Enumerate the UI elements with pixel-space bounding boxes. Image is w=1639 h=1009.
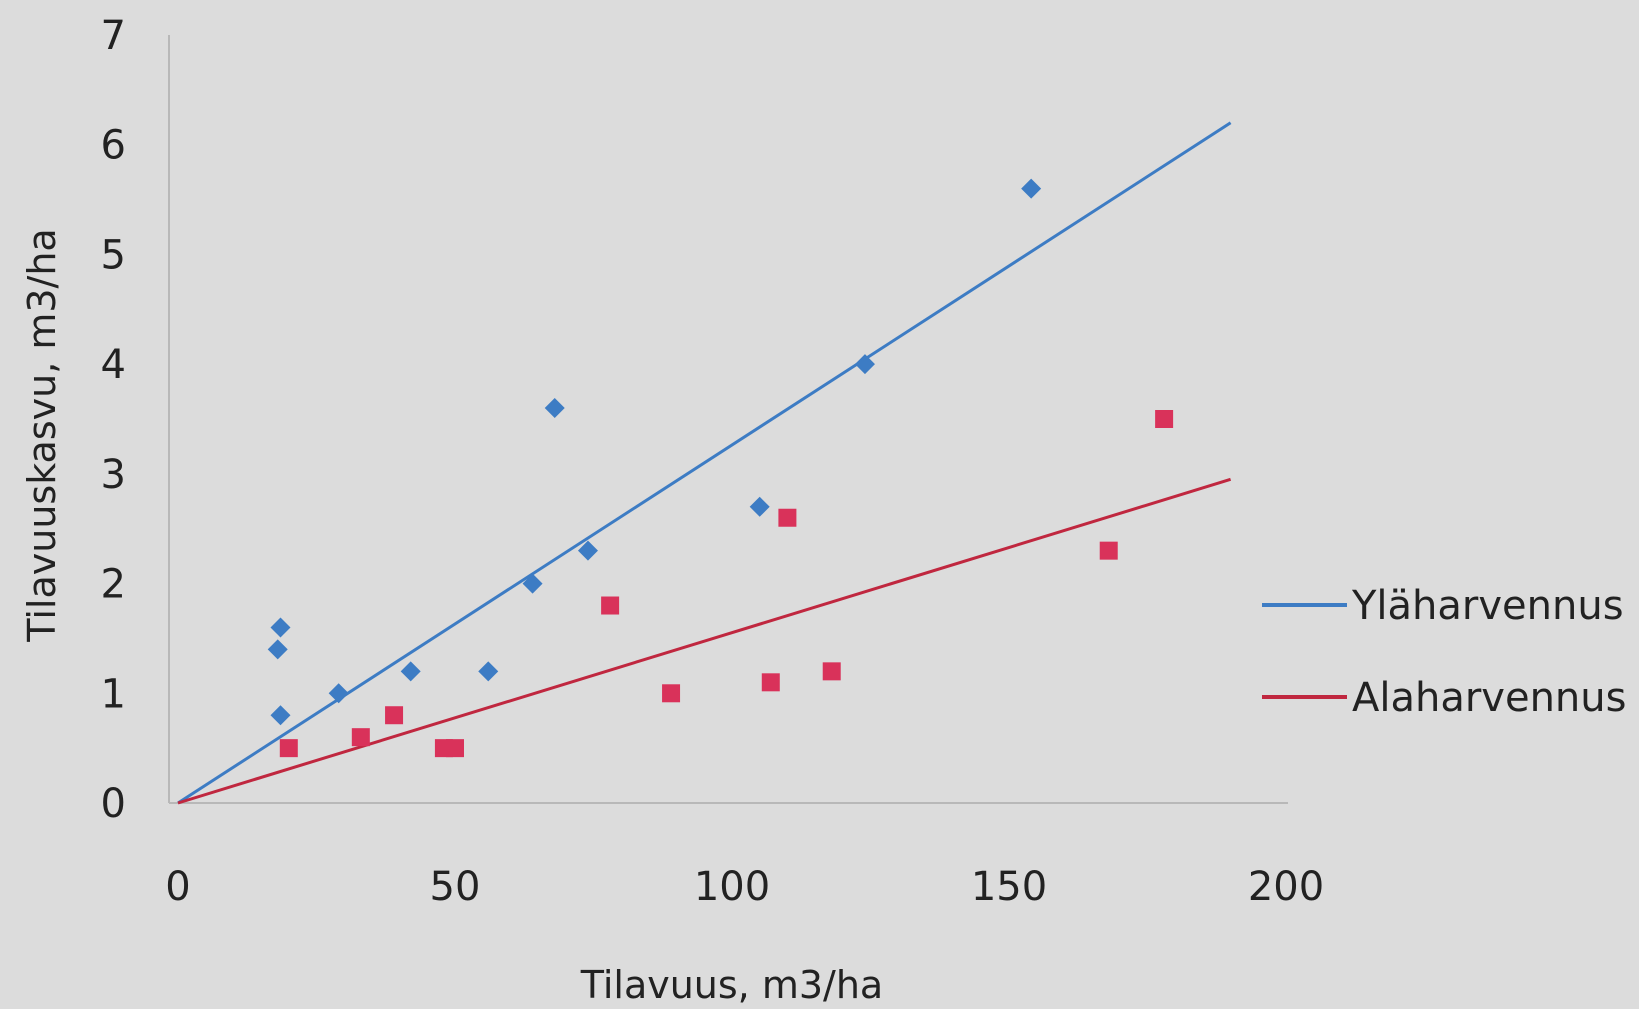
data-point-ylaharvennus (270, 617, 291, 638)
legend-label-alaharvennus: Alaharvennus (1352, 675, 1626, 721)
data-point-alaharvennus (1155, 410, 1174, 428)
trendline-alaharvennus (177, 477, 1232, 805)
y-tick-label: 1 (101, 671, 126, 717)
x-axis-title: Tilavuus, m3/ha (580, 963, 883, 1007)
y-tick-label: 6 (101, 123, 126, 169)
y-tick-label: 0 (101, 781, 126, 827)
data-point-alaharvennus (778, 508, 797, 527)
legend-item-alaharvennus: Alaharvennus (1262, 675, 1626, 721)
data-point-alaharvennus (761, 673, 780, 692)
y-tick-label: 4 (101, 342, 126, 388)
data-point-ylaharvennus (577, 540, 598, 561)
y-tick-label: 2 (101, 562, 126, 608)
data-point-ylaharvennus (478, 661, 499, 682)
y-axis-title: Tilavuuskasvu, m3/ha (20, 228, 64, 642)
x-tick-label: 100 (694, 864, 770, 910)
data-point-alaharvennus (279, 739, 298, 758)
chart-axes (168, 35, 1288, 804)
legend-item-ylaharvennus: Yläharvennus (1262, 583, 1624, 629)
data-point-alaharvennus (822, 662, 841, 681)
x-tick-labels: 0 50 100 150 200 (165, 864, 1324, 910)
y-tick-label: 7 (101, 13, 126, 59)
x-tick-label: 200 (1248, 864, 1324, 910)
data-point-ylaharvennus (400, 661, 421, 682)
data-point-alaharvennus (385, 706, 404, 725)
x-tick-label: 0 (165, 864, 190, 910)
data-point-alaharvennus (662, 684, 681, 703)
data-point-ylaharvennus (1021, 178, 1042, 199)
trendline-ylaharvennus (177, 121, 1232, 805)
x-tick-label: 150 (971, 864, 1047, 910)
data-point-ylaharvennus (749, 496, 770, 517)
y-tick-label: 5 (101, 232, 126, 278)
data-point-ylaharvennus (522, 573, 543, 594)
data-point-ylaharvennus (544, 398, 565, 419)
y-tick-labels: 0 1 2 3 4 5 6 7 (101, 13, 126, 827)
data-point-alaharvennus (1099, 541, 1118, 560)
legend: Yläharvennus Alaharvennus (1262, 583, 1626, 721)
data-point-ylaharvennus (270, 705, 291, 726)
data-point-ylaharvennus (854, 354, 875, 375)
legend-label-ylaharvennus: Yläharvennus (1351, 583, 1624, 629)
x-tick-label: 50 (430, 864, 481, 910)
data-points (267, 178, 1174, 758)
data-point-ylaharvennus (328, 683, 349, 704)
y-tick-label: 3 (101, 452, 126, 498)
data-point-alaharvennus (446, 739, 464, 758)
data-point-alaharvennus (601, 596, 620, 615)
trendlines (177, 121, 1232, 805)
data-point-ylaharvennus (267, 639, 288, 660)
data-point-alaharvennus (351, 728, 370, 747)
